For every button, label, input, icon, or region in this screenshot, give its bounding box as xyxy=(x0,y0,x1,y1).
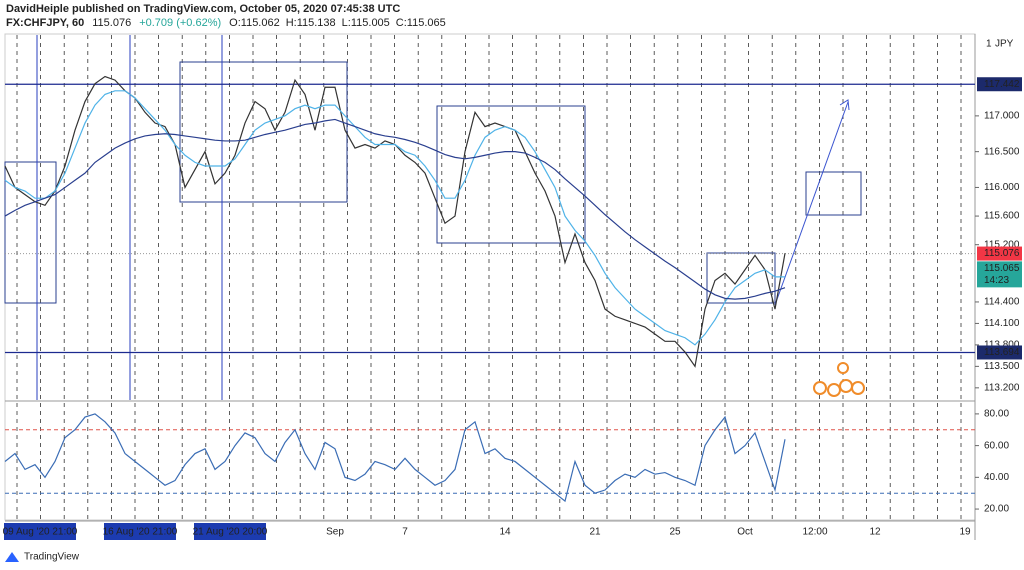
series-line xyxy=(4,413,786,503)
x-tick-label: 21 xyxy=(589,527,601,538)
y-tick-label: 20.00 xyxy=(984,504,1009,515)
box xyxy=(436,105,586,244)
x-tick-label: 12 xyxy=(869,527,881,538)
time-label-bg xyxy=(194,523,266,540)
countdown: 14:23 xyxy=(984,275,1009,286)
y-tick-label: 113.200 xyxy=(984,382,1020,393)
footer: TradingView xyxy=(24,552,80,563)
box xyxy=(706,252,776,304)
level-label-bg xyxy=(977,77,1022,92)
y-tick-label: 116.500 xyxy=(984,146,1020,157)
symbol-info: FX:CHFJPY, 60 115.076 +0.709 (+0.62%) O:115… xyxy=(6,17,446,29)
y-tick-label: 60.00 xyxy=(984,440,1009,451)
currency: JPY xyxy=(995,39,1014,50)
x-tick-label: Oct xyxy=(737,527,753,538)
close: C:115.065 xyxy=(396,17,446,29)
last-label: 115.076 xyxy=(984,248,1020,259)
y-tick-label: 113.800 xyxy=(984,340,1020,351)
change: +0.709 (+0.62%) xyxy=(139,17,221,29)
logo-mark xyxy=(5,552,19,562)
high: H:115.138 xyxy=(286,17,336,29)
logo xyxy=(5,552,19,562)
x-tick-label: 19 xyxy=(959,527,971,538)
x-tick-label: 21 Aug '20 20:00 xyxy=(193,527,268,538)
low: L:115.005 xyxy=(342,17,390,29)
x-tick-label: Sep xyxy=(326,527,344,538)
icon xyxy=(813,381,827,395)
time-label-bg xyxy=(104,523,176,540)
close-label: 115.065 xyxy=(984,263,1020,274)
last: 115.076 xyxy=(92,17,131,29)
arrow xyxy=(774,101,849,306)
y-tick-label: 114.100 xyxy=(984,318,1020,329)
y-tick-label: 80.00 xyxy=(984,409,1009,420)
x-tick-label: 09 Aug '20 21:00 xyxy=(3,527,78,538)
x-tick-label: 14 xyxy=(499,527,511,538)
box xyxy=(179,61,348,203)
y-tick-label: 116.000 xyxy=(984,182,1020,193)
x-tick-label: 12:00 xyxy=(802,527,827,538)
series-line xyxy=(4,118,786,300)
y-tick-label: 115.600 xyxy=(984,211,1020,222)
y-tick-label: 114.400 xyxy=(984,297,1020,308)
byline: DavidHeiple published on TradingView.com… xyxy=(6,3,400,15)
box xyxy=(4,161,57,304)
y-tick-label: 115.200 xyxy=(984,239,1020,250)
icon xyxy=(837,362,849,374)
time-label-bg xyxy=(4,523,76,540)
last-label-bg xyxy=(977,246,1022,261)
session-separators xyxy=(16,35,962,520)
series-line xyxy=(4,90,785,346)
box xyxy=(805,171,862,216)
icon xyxy=(839,379,853,393)
symbol: FX:CHFJPY, 60 xyxy=(6,17,84,29)
y-tick-label: 40.00 xyxy=(984,472,1009,483)
x-tick-label: 16 Aug '20 21:00 xyxy=(103,527,178,538)
y-tick-label: 117.000 xyxy=(984,111,1020,122)
level-label-bg xyxy=(977,345,1022,360)
scale-mode: 1 xyxy=(986,39,992,50)
x-tick-label: 25 xyxy=(669,527,681,538)
level-label: 117.442 xyxy=(984,79,1020,90)
open: O:115.062 xyxy=(229,17,280,29)
y-tick-label: 113.500 xyxy=(984,361,1020,372)
arrow-head xyxy=(839,99,850,111)
x-tick-label: 7 xyxy=(402,527,408,538)
close-label-bg xyxy=(977,261,1022,288)
drawings xyxy=(4,35,862,400)
event-icons xyxy=(813,362,865,397)
icon xyxy=(827,383,841,397)
icon xyxy=(851,381,865,395)
level-label: 113.694 xyxy=(984,347,1020,358)
plot-frame xyxy=(4,33,976,521)
